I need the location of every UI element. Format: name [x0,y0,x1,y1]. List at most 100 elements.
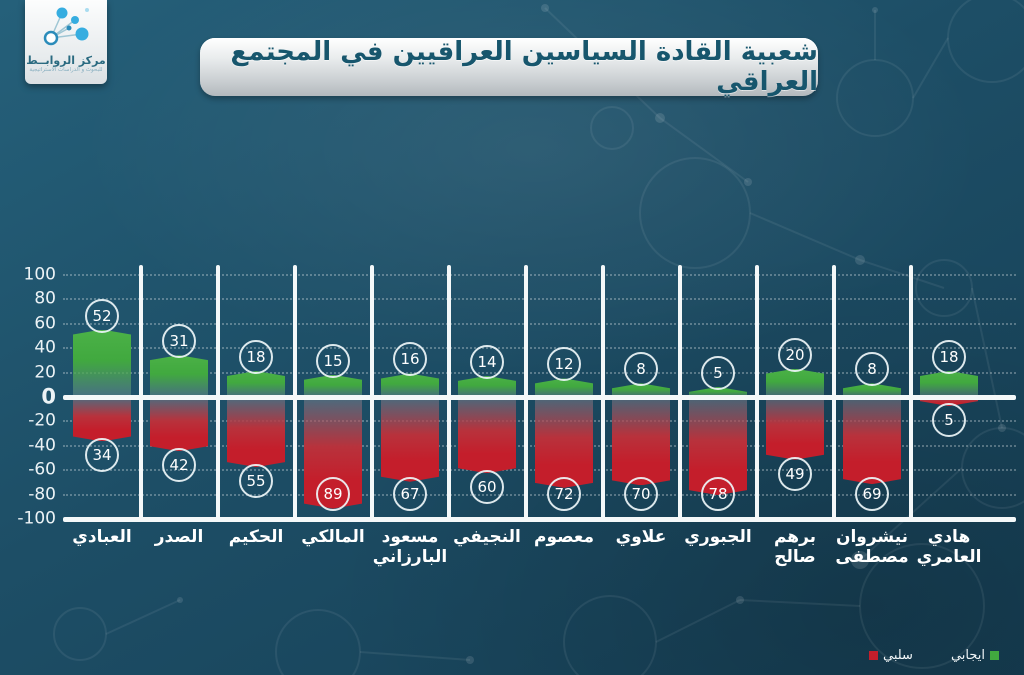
gridline [63,347,1016,350]
y-axis-tick-label: -100 [17,508,56,529]
bar-negative [381,396,439,482]
category-label: مسعود البارزاني [372,527,448,567]
category-separator [523,265,528,519]
gridline [63,274,1016,276]
category-separator [754,265,759,519]
bar-negative [227,396,285,467]
y-axis-tick-label: 20 [34,362,56,383]
bar-positive [535,378,593,397]
category-label: علاوي [615,527,667,547]
category-label: المالكي [301,527,365,547]
positive-legend-swatch [990,651,999,660]
gridline [63,322,1016,325]
positive-value-badge: 5 [701,355,735,390]
category-label: برهم صالح [773,527,817,567]
negative-value-badge: 89 [316,477,350,511]
category-separator [215,265,220,519]
category-separator [369,265,374,519]
category-separator [600,265,605,519]
negative-value-badge: 72 [547,477,581,511]
logo-title: مركز الروابــط [26,54,106,67]
category-label: معصوم [534,527,594,547]
bar-positive [766,368,824,397]
negative-value-badge: 60 [470,470,504,505]
bar-positive [304,374,362,397]
gridline [63,371,1016,374]
bar-positive [73,329,131,397]
bar-negative [458,396,516,473]
positive-value-badge: 20 [778,337,812,372]
bar-positive [381,373,439,397]
category-label: الحكيم [228,527,284,547]
bar-positive [689,386,747,397]
bar-positive [150,355,208,397]
logo-subtitle: للبحوث و الدراسات الاستراتيجية [29,67,103,73]
bottom-axis-line [63,516,1016,522]
bar-negative [920,396,978,406]
category-separator [292,265,297,519]
category-separator [677,265,682,519]
category-label: العبادي [72,527,132,547]
category-separator [138,265,143,519]
category-label: هادي العامري [916,527,982,567]
positive-value-badge: 52 [85,298,119,333]
positive-value-badge: 15 [316,343,350,378]
negative-legend-label: سلبي [882,648,913,663]
chart-title: شعبية القادة السياسين العراقيين في المجت… [230,37,819,97]
y-axis-tick-label: 40 [34,337,56,358]
category-separator [831,265,836,519]
zero-axis-line [63,394,1016,400]
bar-positive [843,383,901,397]
chart-legend: سلبي ايجابي [864,648,1004,663]
positive-value-badge: 16 [393,342,427,377]
gridline [63,493,1016,496]
y-axis-tick-label: -80 [28,484,56,505]
bar-positive [458,375,516,397]
logo-network-icon [43,7,89,46]
y-axis-tick-label: -60 [28,459,56,480]
negative-value-badge: 34 [85,438,119,473]
y-axis-tick-label: 100 [23,264,56,285]
y-axis-tick-label: -20 [28,410,56,431]
negative-value-badge: 49 [778,456,812,491]
positive-value-badge: 8 [855,352,889,387]
bar-negative [73,396,131,441]
category-label: الجبوري [684,527,752,547]
negative-value-badge: 67 [393,477,427,511]
bar-negative [535,396,593,488]
bar-negative [843,396,901,484]
category-label: النجيفي [453,527,521,547]
logo: مركز الروابــط للبحوث و الدراسات الاسترا… [25,0,107,84]
category-separator [908,265,913,519]
category-label: نيشروان مصطفى [835,527,909,567]
category-separator [446,265,451,519]
positive-value-badge: 31 [162,324,196,359]
y-axis-tick-label: -40 [28,435,56,456]
y-axis-tick-label: 60 [34,313,56,334]
y-axis-tick-label: 0 [41,384,56,409]
negative-value-badge: 42 [162,448,196,483]
bar-positive [227,371,285,397]
bar-negative [150,396,208,451]
negative-value-badge: 70 [624,477,658,511]
negative-legend-swatch [868,651,878,660]
bar-negative [766,396,824,460]
bar-positive [612,383,670,397]
positive-value-badge: 12 [547,347,581,382]
y-axis-tick-label: 80 [34,288,56,309]
bar-positive [920,371,978,397]
positive-value-badge: 18 [932,340,966,375]
bar-negative [612,396,670,485]
negative-value-badge: 5 [932,403,966,438]
category-label: الصدر [154,527,204,547]
positive-value-badge: 8 [624,352,658,387]
chart-title-banner: شعبية القادة السياسين العراقيين في المجت… [200,37,819,97]
negative-value-badge: 78 [701,477,735,511]
positive-legend-label: ايجابي [950,648,985,663]
positive-value-badge: 14 [470,344,504,379]
positive-value-badge: 18 [239,340,273,375]
negative-value-badge: 69 [855,477,889,511]
